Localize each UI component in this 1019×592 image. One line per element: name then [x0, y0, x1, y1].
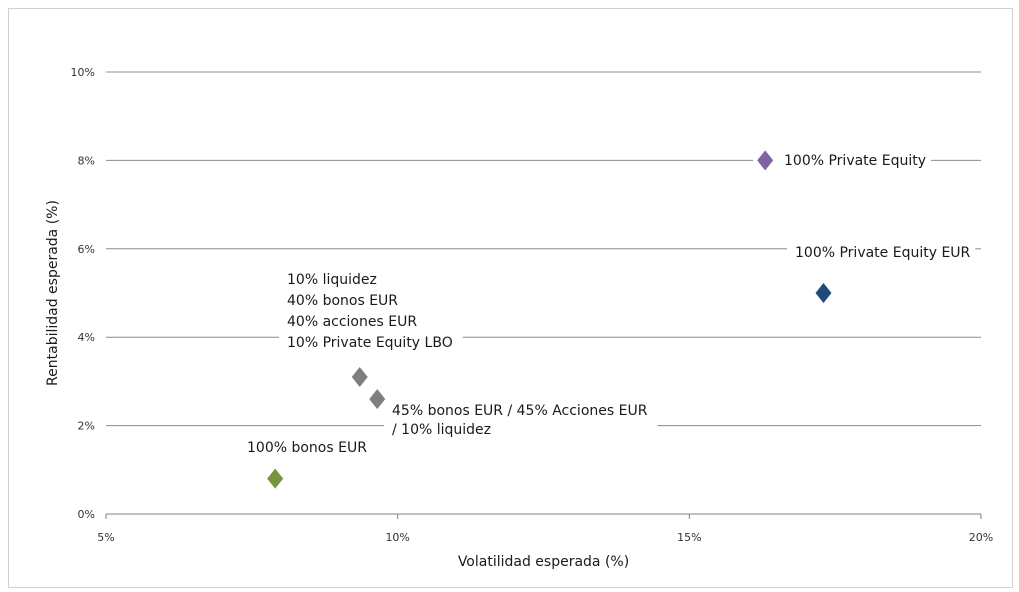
x-tick-label: 15% [677, 531, 701, 544]
point-label: 100% Private Equity EUR [795, 245, 971, 261]
y-tick-label: 6% [78, 243, 95, 256]
point-label-line: 100% Private Equity [784, 153, 926, 169]
x-axis-title: Volatilidad esperada (%) [458, 554, 629, 570]
point-label-line: 10% liquidez [287, 272, 377, 288]
y-tick-label: 0% [78, 508, 95, 521]
y-tick-label: 10% [71, 66, 95, 79]
x-tick-label: 5% [97, 531, 114, 544]
x-tick-label: 10% [385, 531, 409, 544]
point-label-line: 100% Private Equity EUR [795, 245, 971, 261]
point-label: 45% bonos EUR / 45% Acciones EUR / 10% li… [392, 403, 648, 438]
point-label-line: 40% bonos EUR [287, 293, 398, 309]
point-label-line: 40% acciones EUR [287, 314, 417, 330]
x-tick-labels: 5% 10% 15% 20% [97, 531, 993, 544]
point-labels: 100% Private Equity 100% Private Equity E… [247, 153, 971, 456]
diamond-marker [757, 150, 774, 171]
y-axis-title: Rentabilidad esperada (%) [45, 200, 61, 386]
point-label: 10% liquidez 40% bonos EUR 40% acciones EU… [287, 272, 453, 351]
x-tick-label: 20% [969, 531, 993, 544]
diamond-marker [815, 283, 832, 303]
point-label-line: 10% Private Equity LBO [287, 335, 453, 351]
diamond-marker [267, 468, 284, 489]
point-label-line: / 10% liquidez [392, 422, 491, 438]
y-tick-label: 8% [78, 154, 95, 167]
diamond-marker [351, 366, 368, 387]
data-points [267, 150, 832, 489]
y-tick-label: 4% [78, 331, 95, 344]
diamond-marker [369, 389, 386, 410]
y-tick-labels: 0% 2% 4% 6% 8% 10% [71, 66, 95, 521]
point-label-line: 45% bonos EUR / 45% Acciones EUR [392, 403, 648, 419]
point-label: 100% bonos EUR [247, 440, 367, 456]
chart-frame [8, 8, 1013, 588]
gridlines [105, 71, 982, 519]
point-label-line: 100% bonos EUR [247, 440, 367, 456]
y-tick-label: 2% [78, 420, 95, 433]
point-label: 100% Private Equity [784, 153, 926, 169]
